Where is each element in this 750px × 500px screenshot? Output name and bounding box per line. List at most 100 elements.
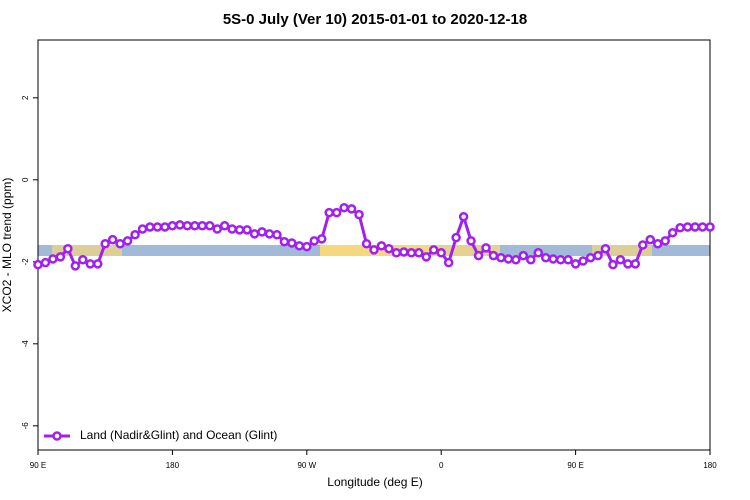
data-point <box>160 222 170 232</box>
x-tick-label: 90 E <box>567 461 583 470</box>
data-point <box>369 245 379 255</box>
data-point <box>608 259 618 270</box>
data-point <box>122 236 133 246</box>
data-point <box>399 247 409 257</box>
legend-marker <box>52 431 62 441</box>
data-point <box>85 259 96 269</box>
data-point <box>249 229 260 239</box>
x-tick-label: 180 <box>166 461 180 470</box>
data-point <box>287 238 297 248</box>
data-point <box>302 241 312 252</box>
data-point <box>660 236 670 246</box>
chart-title: 5S-0 July (Ver 10) 2015-01-01 to 2020-12… <box>223 11 527 28</box>
data-point <box>526 255 536 265</box>
y-tick-label: 0 <box>21 177 30 182</box>
data-point <box>615 255 626 265</box>
data-point <box>294 241 305 251</box>
data-point <box>458 211 469 222</box>
data-point <box>600 243 611 254</box>
data-point <box>100 239 110 249</box>
data-point <box>376 241 387 251</box>
data-point <box>555 255 566 265</box>
data-point <box>623 259 633 269</box>
data-point <box>145 222 155 232</box>
data-point <box>645 234 656 245</box>
data-point <box>675 223 685 233</box>
x-tick-label: 90 W <box>297 461 316 470</box>
data-point <box>309 236 320 246</box>
data-point <box>421 252 432 262</box>
data-point <box>652 239 663 249</box>
data-point <box>690 222 700 232</box>
y-axis-label: XCO2 - MLO trend (ppm) <box>0 178 14 313</box>
data-point <box>697 222 708 232</box>
data-point <box>361 239 372 249</box>
data-point <box>533 248 544 258</box>
data-point <box>70 261 81 271</box>
data-point <box>540 252 551 263</box>
y-tick-label: -4 <box>21 340 30 348</box>
data-point <box>190 220 200 231</box>
data-point <box>473 250 484 261</box>
x-axis-label: Longitude (deg E) <box>327 475 422 489</box>
data-point <box>354 209 364 220</box>
data-point <box>563 255 573 265</box>
data-point <box>63 243 73 254</box>
data-point <box>212 224 222 234</box>
y-tick-label: 2 <box>21 95 30 100</box>
data-point <box>197 220 208 231</box>
data-point <box>443 257 454 268</box>
data-point <box>511 255 521 265</box>
x-tick-label: 180 <box>703 461 717 470</box>
data-point <box>204 220 215 231</box>
data-point <box>219 220 230 231</box>
data-point <box>227 224 237 234</box>
data-point <box>578 256 588 266</box>
data-point <box>40 257 51 268</box>
data-point <box>324 207 334 218</box>
data-point <box>115 239 125 249</box>
data-point <box>705 222 715 232</box>
data-point <box>414 248 424 258</box>
y-tick-label: -2 <box>21 258 30 266</box>
data-point <box>391 248 402 258</box>
data-point <box>384 243 394 254</box>
data-point <box>518 250 529 261</box>
data-point <box>585 252 596 263</box>
data-point <box>234 225 245 235</box>
data-point <box>48 254 58 264</box>
y-tick-label: -6 <box>21 422 30 430</box>
data-point <box>570 259 581 269</box>
data-point <box>78 255 88 265</box>
data-point <box>331 207 342 218</box>
data-point <box>496 252 506 263</box>
data-point <box>436 248 446 258</box>
data-point <box>130 230 140 240</box>
data-point <box>279 236 290 247</box>
data-point <box>257 227 267 237</box>
map-land <box>440 245 500 256</box>
map-land <box>52 245 122 256</box>
data-point <box>137 224 148 234</box>
data-point <box>264 229 275 239</box>
data-point <box>481 243 491 253</box>
data-point <box>503 254 514 264</box>
data-point <box>593 250 603 261</box>
data-point <box>316 234 327 244</box>
data-point <box>667 227 678 238</box>
data-point <box>175 220 185 230</box>
data-point <box>630 259 641 269</box>
plot-frame <box>37 39 711 451</box>
data-point <box>339 202 349 213</box>
data-point <box>272 230 282 240</box>
x-tick-label: 0 <box>439 461 444 470</box>
data-point <box>406 248 417 258</box>
data-point <box>466 236 476 246</box>
data-point <box>33 259 43 270</box>
data-point <box>451 232 461 243</box>
legend-label: Land (Nadir&Glint) and Ocean (Glint) <box>80 428 277 442</box>
data-point <box>55 252 66 262</box>
data-point <box>346 204 357 214</box>
